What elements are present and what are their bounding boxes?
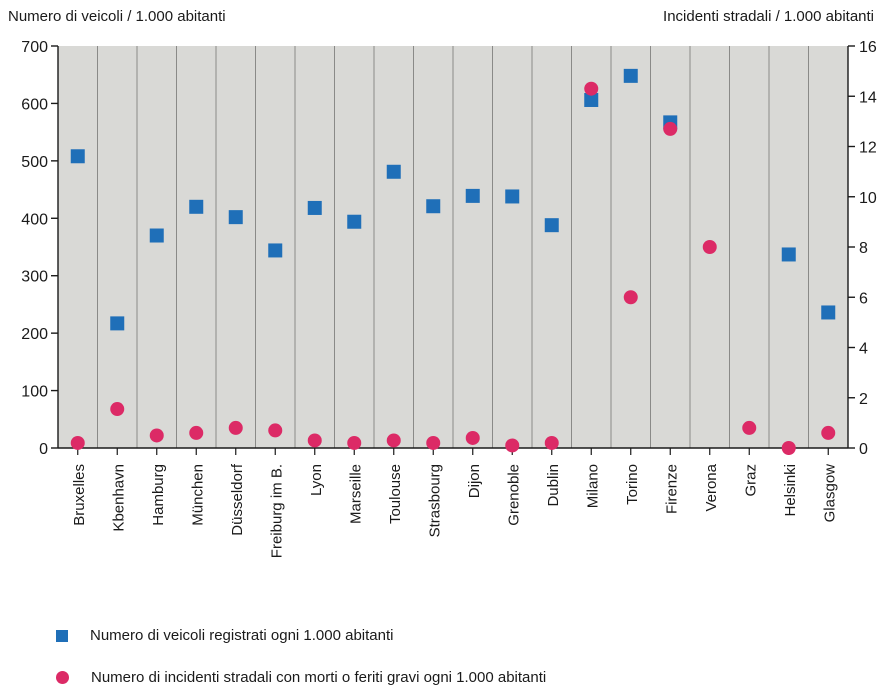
veicoli-point — [821, 305, 836, 320]
incidenti-point — [544, 435, 559, 450]
right-tick-label: 8 — [859, 240, 868, 257]
veicoli-point — [386, 164, 401, 179]
veicoli-point — [110, 316, 125, 331]
incidenti-point — [821, 425, 836, 440]
legend-label-incidenti: Numero di incidenti stradali con morti o… — [91, 669, 547, 686]
incidenti-point — [307, 433, 322, 448]
left-tick-label: 100 — [21, 384, 48, 401]
incidenti-point — [228, 420, 243, 435]
x-tick-label: Dijon — [466, 464, 483, 498]
veicoli-point — [505, 189, 520, 204]
right-tick-label: 6 — [859, 290, 868, 307]
x-tick-label: Lyon — [308, 464, 325, 496]
incidenti-point — [426, 435, 441, 450]
left-tick-label: 200 — [21, 326, 48, 343]
x-tick-label: Grenoble — [505, 464, 522, 526]
square-marker-icon — [56, 629, 68, 642]
veicoli-point — [623, 68, 638, 83]
legend-item-incidenti: Numero di incidenti stradali con morti o… — [56, 669, 546, 686]
incidenti-point — [268, 423, 283, 438]
veicoli-point — [228, 210, 243, 225]
x-tick-label: Torino — [624, 464, 641, 505]
x-tick-label: Dublin — [545, 464, 562, 507]
x-tick-label: München — [189, 464, 206, 526]
x-tick-label: Toulouse — [387, 464, 404, 524]
veicoli-point — [426, 199, 441, 214]
right-tick-label: 14 — [859, 89, 877, 106]
left-axis-title: Numero di veicoli / 1.000 abitanti — [8, 8, 226, 25]
scatter-chart: 0 100 200 300 400 500 600 700 0 2 4 6 8 10 12 14 16 Bruxe… — [21, 39, 877, 558]
incidenti-point — [781, 441, 796, 455]
right-axis-title: Incidenti stradali / 1.000 abitanti — [663, 8, 874, 25]
veicoli-point — [544, 218, 559, 233]
incidenti-point — [742, 420, 757, 435]
circle-marker-icon — [56, 671, 69, 684]
right-tick-label: 12 — [859, 140, 877, 157]
incidenti-point — [623, 290, 638, 305]
veicoli-point — [149, 228, 164, 243]
x-tick-label: Freiburg im B. — [268, 464, 285, 558]
left-tick-label: 0 — [39, 441, 48, 458]
x-tick-label: Kbenhavn — [110, 464, 127, 532]
incidenti-point — [70, 435, 85, 450]
x-tick-label: Hamburg — [150, 464, 167, 526]
incidenti-point — [386, 433, 401, 448]
veicoli-point — [268, 243, 283, 258]
incidenti-point — [505, 438, 520, 453]
left-tick-label: 700 — [21, 39, 48, 56]
left-tick-label: 600 — [21, 96, 48, 113]
x-tick-label: Marseille — [347, 464, 364, 524]
legend-label-veicoli: Numero di veicoli registrati ogni 1.000 … — [90, 627, 394, 644]
right-tick-label: 16 — [859, 39, 877, 56]
incidenti-point — [663, 121, 678, 136]
x-tick-label: Helsinki — [782, 464, 799, 517]
veicoli-point — [781, 247, 796, 262]
x-tick-label: Verona — [703, 463, 720, 511]
x-tick-label: Milano — [584, 464, 601, 508]
incidenti-point — [110, 402, 125, 417]
x-tick-label: Bruxelles — [71, 464, 88, 526]
x-tick-label: Glasgow — [821, 464, 838, 523]
incidenti-point — [702, 240, 717, 254]
left-tick-label: 400 — [21, 211, 48, 228]
veicoli-point — [465, 188, 480, 203]
right-tick-label: 10 — [859, 190, 877, 207]
veicoli-point — [307, 200, 322, 215]
incidenti-point — [584, 81, 599, 96]
x-tick-label: Firenze — [663, 464, 680, 514]
incidenti-point — [347, 435, 362, 450]
right-tick-label: 2 — [859, 391, 868, 408]
veicoli-point — [70, 149, 85, 164]
incidenti-point — [465, 430, 480, 445]
veicoli-point — [347, 214, 362, 229]
x-tick-label: Düsseldorf — [229, 463, 246, 536]
left-tick-label: 300 — [21, 269, 48, 286]
incidenti-point — [149, 428, 164, 443]
x-tick-label: Strasbourg — [426, 464, 443, 537]
veicoli-point — [189, 199, 204, 214]
right-tick-label: 0 — [859, 441, 868, 458]
incidenti-point — [189, 425, 204, 440]
x-tick-label: Graz — [742, 464, 759, 497]
veicoli-point — [584, 92, 599, 107]
left-tick-label: 500 — [21, 154, 48, 171]
legend-item-veicoli: Numero di veicoli registrati ogni 1.000 … — [56, 627, 394, 644]
right-tick-label: 4 — [859, 341, 868, 358]
